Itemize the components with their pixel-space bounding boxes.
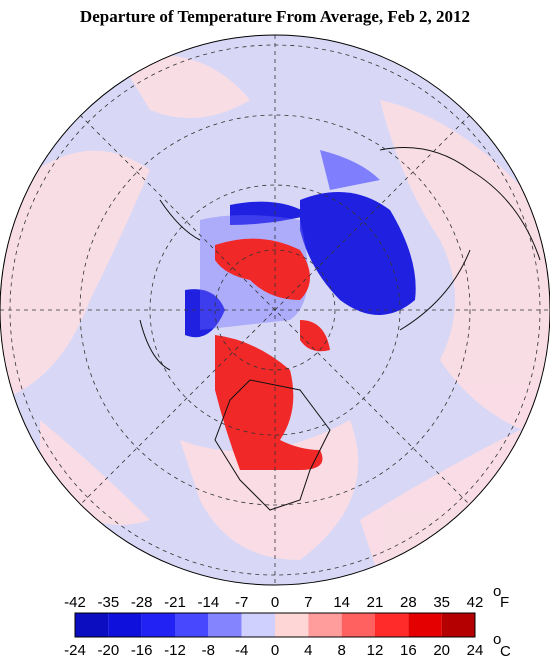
colorbar-swatch — [308, 613, 342, 637]
celsius-label: -12 — [164, 642, 186, 659]
colorbar-swatch — [175, 613, 209, 637]
celsius-label: -4 — [235, 642, 248, 659]
fahrenheit-label: 42 — [467, 594, 484, 611]
fahrenheit-label: -28 — [131, 594, 153, 611]
fahrenheit-label: -14 — [197, 594, 219, 611]
colorbar-swatch — [241, 613, 275, 637]
colorbar-swatch — [208, 613, 242, 637]
colorbar-swatch — [408, 613, 442, 637]
colorbar-swatch — [441, 613, 475, 637]
colorbar — [75, 613, 475, 637]
celsius-label: 0 — [271, 642, 279, 659]
colorbar-swatch — [75, 613, 109, 637]
map-border — [0, 34, 550, 586]
map-title: Departure of Temperature From Average, F… — [80, 7, 470, 26]
celsius-label: -20 — [97, 642, 119, 659]
map — [0, 35, 550, 585]
fahrenheit-label: 14 — [333, 594, 350, 611]
unit-name: C — [500, 643, 511, 660]
celsius-label: 24 — [467, 642, 484, 659]
unit-degree: o — [493, 631, 501, 648]
fahrenheit-label: -21 — [164, 594, 186, 611]
fahrenheit-label: 35 — [433, 594, 450, 611]
celsius-label: 8 — [337, 642, 345, 659]
fahrenheit-label: -7 — [235, 594, 248, 611]
fahrenheit-label: 21 — [367, 594, 384, 611]
fahrenheit-label: 0 — [271, 594, 279, 611]
celsius-label: 16 — [400, 642, 417, 659]
celsius-label: 12 — [367, 642, 384, 659]
fahrenheit-label: -35 — [97, 594, 119, 611]
colorbar-swatch — [141, 613, 175, 637]
colorbar-swatch — [108, 613, 142, 637]
colorbar-swatch — [275, 613, 309, 637]
fahrenheit-label: 28 — [400, 594, 417, 611]
celsius-label: 20 — [433, 642, 450, 659]
fahrenheit-label: 7 — [304, 594, 312, 611]
colorbar-swatch — [375, 613, 409, 637]
celsius-label: -8 — [202, 642, 215, 659]
celsius-label: -16 — [131, 642, 153, 659]
fahrenheit-label: -42 — [64, 594, 86, 611]
celsius-label: 4 — [304, 642, 312, 659]
unit-degree: o — [493, 583, 501, 600]
unit-name: F — [500, 594, 509, 611]
colorbar-swatch — [341, 613, 375, 637]
celsius-label: -24 — [64, 642, 86, 659]
colorbar-frame — [74, 612, 476, 638]
